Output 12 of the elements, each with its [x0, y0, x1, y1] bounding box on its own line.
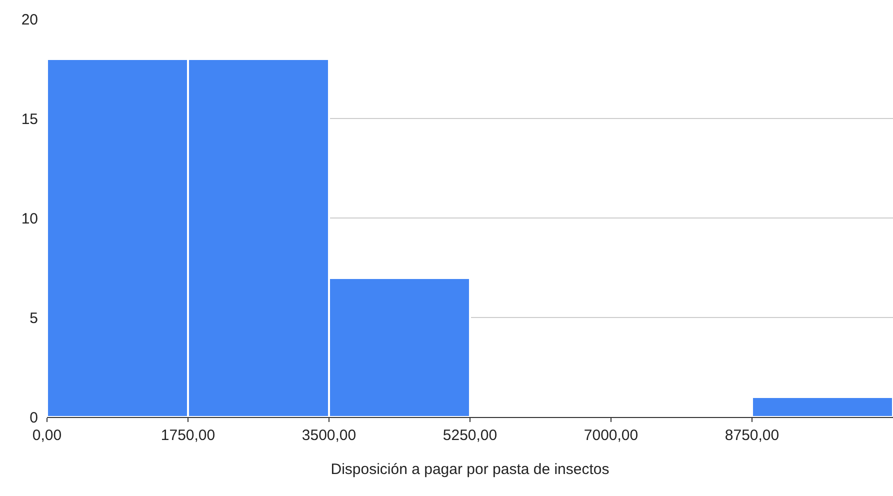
x-tick-label: 0,00: [32, 427, 62, 444]
x-tick-label: 5250,00: [442, 427, 498, 444]
x-axis-title: Disposición a pagar por pasta de insectos: [330, 461, 610, 478]
y-tick-label: 5: [30, 310, 38, 327]
x-tick-label: 3500,00: [302, 427, 356, 444]
y-tick-label: 15: [21, 110, 38, 128]
x-tick-label: 8750,00: [724, 427, 780, 444]
y-tick-label: 0: [30, 409, 38, 426]
y-tick-label: 10: [21, 210, 38, 228]
x-tick-label: 1750,00: [160, 427, 216, 444]
y-tick-label: 20: [21, 11, 38, 28]
x-tick-label: 7000,00: [584, 427, 638, 444]
